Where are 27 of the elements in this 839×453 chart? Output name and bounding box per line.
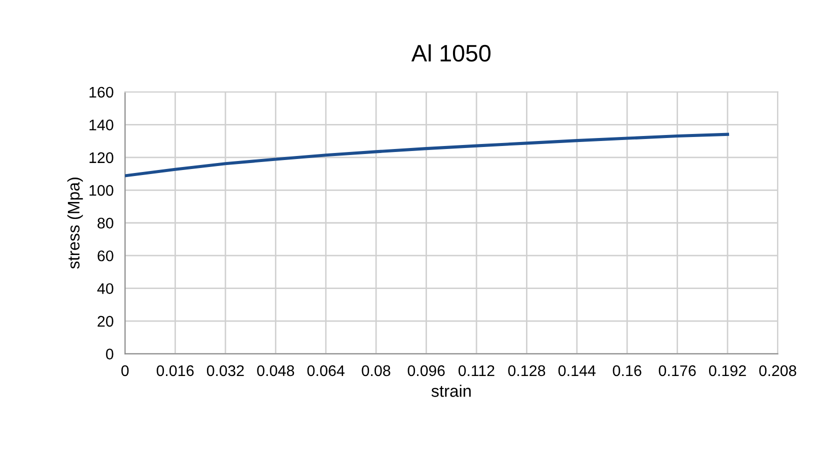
x-tick-label: 0.112 — [458, 365, 494, 376]
x-tick-label: 0 — [121, 365, 129, 376]
x-tick-label: 0.016 — [156, 365, 194, 376]
y-tick-label: 20 — [98, 316, 114, 327]
y-tick-label: 40 — [97, 283, 114, 294]
x-tick-label: 0.176 — [658, 365, 696, 376]
y-axis-title: stress (Mpa) — [67, 178, 83, 269]
x-tick-label: 0.048 — [257, 365, 294, 376]
line-series — [125, 132, 730, 178]
x-tick-label: 0.16 — [612, 365, 642, 376]
x-tick-label: 0.08 — [362, 365, 390, 376]
x-tick-label: 0.208 — [759, 365, 796, 376]
y-tick-label: 80 — [98, 218, 114, 229]
chart-title: Al 1050 — [411, 44, 490, 62]
x-tick-label: 0.128 — [508, 365, 546, 376]
y-tick-label: 0 — [106, 348, 114, 360]
y-tick-label: 140 — [90, 120, 114, 130]
x-tick-label: 0.096 — [408, 365, 445, 376]
x-tick-label: 0.192 — [709, 365, 746, 376]
y-tick-label: 60 — [98, 250, 114, 262]
x-tick-label: 0.064 — [307, 365, 345, 376]
y-tick-label: 120 — [90, 152, 114, 164]
x-tick-label: 0.144 — [558, 365, 596, 376]
x-tick-label: 0.032 — [206, 365, 244, 376]
y-tick-label: 160 — [90, 86, 114, 98]
y-tick-label: 100 — [90, 185, 114, 196]
x-axis-title: strain — [431, 384, 471, 397]
